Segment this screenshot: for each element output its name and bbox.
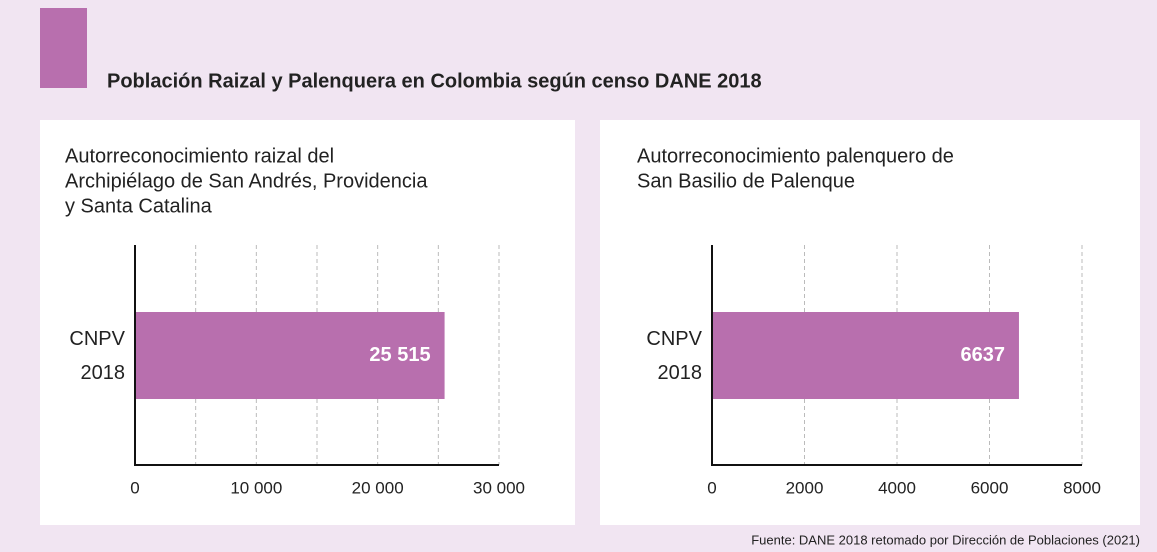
category-label: CNPV 2018: [69, 327, 125, 384]
x-tick-label: 10 000: [230, 478, 282, 497]
value-label: 25 515: [369, 344, 430, 366]
bar: [135, 312, 445, 399]
chart-title: Archipiélago de San Andrés, Providencia: [65, 170, 428, 192]
chart-title: Autorreconocimiento raizal del: [65, 145, 334, 167]
x-tick-label: 8000: [1063, 478, 1101, 497]
x-tick-label: 4000: [878, 478, 916, 497]
accent-block: [40, 8, 87, 88]
x-tick-label: 2000: [786, 478, 824, 497]
source-note: Fuente: DANE 2018 retomado por Dirección…: [751, 532, 1140, 547]
x-tick-label: 6000: [971, 478, 1009, 497]
category-label: CNPV 2018: [646, 327, 702, 384]
x-tick-label: 0: [707, 478, 716, 497]
x-tick-label: 30 000: [473, 478, 525, 497]
chart-title: San Basilio de Palenque: [637, 170, 855, 192]
main-title: Población Raizal y Palenquera en Colombi…: [107, 70, 762, 92]
value-label: 6637: [960, 344, 1005, 366]
x-tick-label: 0: [130, 478, 139, 497]
x-tick-label: 20 000: [352, 478, 404, 497]
chart-title: y Santa Catalina: [65, 195, 213, 217]
chart-title: Autorreconocimiento palenquero de: [637, 145, 954, 167]
bar: [712, 312, 1019, 399]
